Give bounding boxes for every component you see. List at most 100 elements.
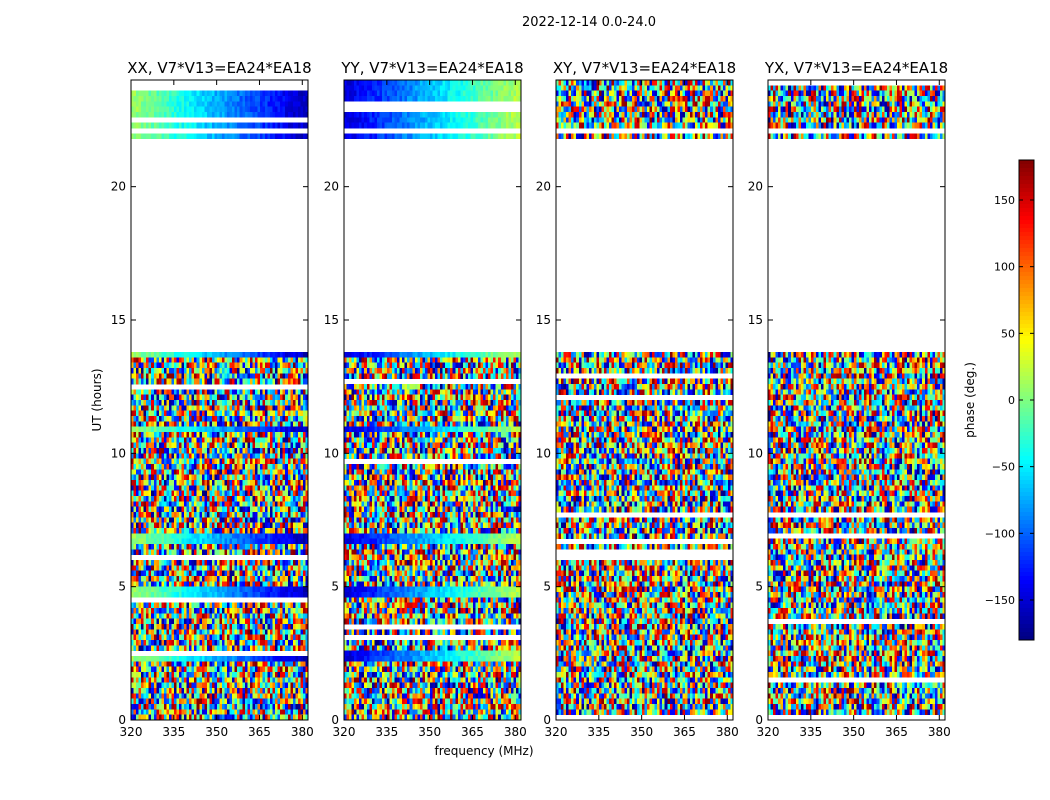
heatmap-cell — [168, 410, 172, 417]
heatmap-cell — [292, 528, 296, 534]
heatmap-cell — [242, 416, 246, 422]
heatmap-cell — [138, 592, 142, 598]
heatmap-cell — [209, 474, 213, 481]
heatmap-cell — [196, 90, 200, 97]
heatmap-cell — [222, 506, 225, 513]
heatmap-cell — [136, 368, 139, 374]
heatmap-cell — [287, 618, 291, 625]
heatmap-cell — [171, 528, 175, 534]
heatmap-cell — [234, 362, 238, 369]
heatmap-cell — [148, 410, 152, 417]
heatmap-cell — [300, 560, 304, 566]
heatmap-cell — [265, 90, 268, 97]
heatmap-cell — [224, 522, 228, 529]
heatmap-cell — [224, 656, 228, 662]
heatmap-cell — [161, 602, 165, 609]
heatmap-cell — [158, 560, 162, 566]
heatmap-cell — [242, 522, 246, 529]
heatmap-cell — [272, 618, 276, 625]
heatmap-cell — [179, 533, 182, 539]
heatmap-cell — [305, 522, 309, 529]
heatmap-cell — [191, 106, 195, 113]
heatmap-cell — [222, 586, 225, 593]
heatmap-cell — [300, 133, 304, 139]
heatmap-cell — [143, 101, 147, 107]
heatmap-cell — [176, 656, 180, 662]
heatmap-cell — [247, 410, 251, 417]
heatmap-cell — [232, 426, 235, 433]
heatmap-cell — [259, 469, 263, 475]
heatmap-cell — [196, 528, 200, 534]
heatmap-cell — [181, 464, 185, 470]
heatmap-cell — [287, 368, 291, 374]
heatmap-cell — [138, 528, 142, 534]
heatmap-cell — [153, 448, 157, 454]
heatmap-cell — [214, 469, 218, 475]
heatmap-cell — [214, 592, 218, 598]
heatmap-cell — [171, 90, 175, 97]
heatmap-cell — [270, 122, 273, 129]
heatmap-cell — [163, 560, 167, 566]
heatmap-cell — [234, 517, 238, 523]
heatmap-cell — [259, 549, 263, 555]
heatmap-cell — [176, 368, 180, 374]
heatmap-cell — [148, 400, 152, 406]
heatmap-cell — [179, 362, 182, 369]
heatmap-cell — [201, 501, 205, 507]
heatmap-cell — [229, 608, 233, 614]
heatmap-cell — [153, 394, 157, 401]
heatmap-cell — [282, 400, 286, 406]
heatmap-cell — [184, 496, 187, 502]
heatmap-cell — [194, 501, 198, 507]
heatmap-cell — [131, 453, 134, 459]
heatmap-cell — [204, 357, 208, 363]
heatmap-cell — [302, 373, 306, 379]
heatmap-cell — [153, 442, 157, 449]
heatmap-cell — [232, 416, 235, 422]
heatmap-cell — [143, 400, 147, 406]
heatmap-cell — [280, 576, 284, 582]
heatmap-cell — [181, 688, 185, 694]
heatmap-cell — [146, 426, 149, 433]
heatmap-cell — [194, 458, 198, 465]
heatmap-cell — [153, 576, 157, 582]
heatmap-cell — [267, 522, 271, 529]
heatmap-cell — [143, 528, 147, 534]
heatmap-cell — [270, 490, 273, 497]
heatmap-cell — [242, 357, 246, 363]
heatmap-cell — [254, 602, 258, 609]
heatmap-cell — [146, 469, 149, 475]
heatmap-cell — [277, 656, 281, 662]
heatmap-cell — [148, 421, 152, 427]
heatmap-cell — [232, 570, 235, 577]
heatmap-cell — [166, 560, 170, 566]
heatmap-cell — [211, 672, 215, 678]
heatmap-cell — [151, 133, 155, 139]
heatmap-cell — [161, 528, 165, 534]
heatmap-cell — [133, 602, 137, 609]
heatmap-cell — [189, 645, 192, 651]
heatmap-cell — [196, 501, 200, 507]
heatmap-cell — [171, 666, 175, 673]
heatmap-cell — [227, 682, 230, 689]
heatmap-cell — [153, 485, 157, 491]
heatmap-cell — [191, 410, 195, 417]
heatmap-cell — [257, 677, 261, 683]
heatmap-cell — [214, 416, 218, 422]
heatmap-cell — [194, 485, 198, 491]
heatmap-cell — [204, 688, 208, 694]
heatmap-cell — [209, 480, 213, 486]
heatmap-cell — [131, 373, 134, 379]
heatmap-cell — [196, 709, 200, 715]
heatmap-cell — [237, 613, 241, 619]
heatmap-cell — [184, 533, 187, 539]
heatmap-cell — [194, 602, 198, 609]
heatmap-cell — [285, 352, 289, 358]
heatmap-cell — [282, 533, 286, 539]
heatmap-cell — [285, 469, 289, 475]
heatmap-cell — [290, 512, 294, 518]
heatmap-cell — [209, 373, 213, 379]
heatmap-cell — [305, 672, 309, 678]
heatmap-cell — [171, 405, 175, 411]
heatmap-cell — [292, 512, 296, 518]
